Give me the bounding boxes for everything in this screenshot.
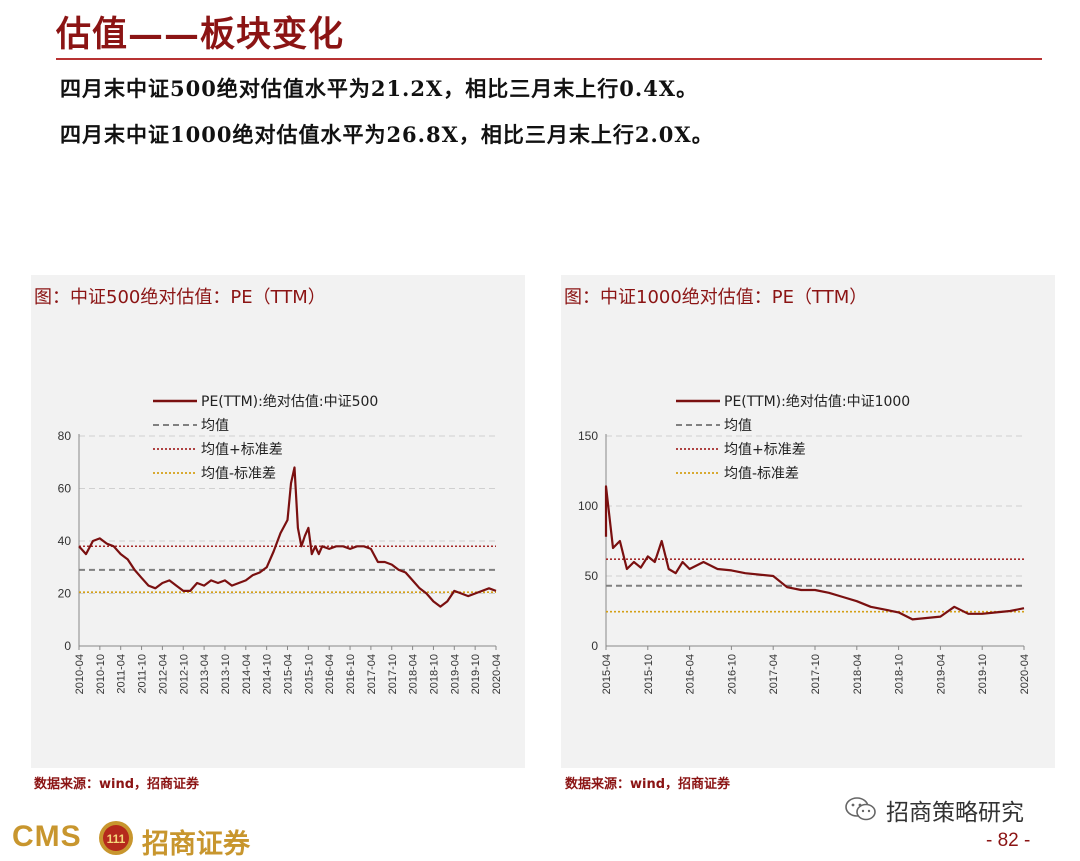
pe-series-line [604, 485, 1025, 621]
legend-label: 均值+标准差 [724, 442, 806, 458]
logo-badge-icon: 111 [99, 821, 133, 855]
x-tick-label: 2017-10 [387, 654, 399, 694]
x-tick-label: 2018-10 [428, 654, 440, 694]
legend-label: 均值 [201, 418, 229, 434]
x-tick-label: 2019-04 [935, 654, 947, 694]
page-title: 估值——板块变化 [56, 14, 345, 55]
x-tick-label: 2012-10 [178, 654, 190, 694]
page-number: - 82 - [986, 830, 1031, 851]
logo-text-en: CMS [12, 820, 82, 853]
x-tick-label: 2018-04 [408, 654, 420, 694]
wechat-icon [845, 797, 876, 821]
y-tick-label: 100 [578, 499, 598, 513]
legend-label: PE(TTM):绝对估值:中证1000 [724, 394, 910, 410]
logo-badge-glyph: 111 [107, 832, 126, 846]
x-tick-label: 2016-04 [324, 654, 336, 694]
chart-title-csi500: 图：中证500绝对估值：PE（TTM） [34, 287, 326, 308]
x-tick-label: 2018-10 [894, 654, 906, 694]
y-tick-label: 20 [58, 587, 72, 601]
data-source-left: 数据来源：wind，招商证券 [34, 777, 200, 792]
pe-series-line [78, 466, 497, 608]
title-rule [56, 58, 1042, 60]
chart-title-csi1000: 图：中证1000绝对估值：PE（TTM） [564, 287, 868, 308]
y-tick-label: 0 [64, 639, 71, 653]
data-source-right: 数据来源：wind，招商证券 [565, 777, 731, 792]
x-tick-label: 2020-04 [1019, 654, 1031, 694]
y-tick-label: 150 [578, 429, 598, 443]
y-tick-label: 40 [58, 534, 72, 548]
x-tick-label: 2016-10 [726, 654, 738, 694]
x-tick-label: 2015-04 [283, 654, 295, 694]
x-tick-label: 2013-04 [199, 654, 211, 694]
chart-csi1000: 0 50 100 150 2015-04 2015-10 2016-04 2016-10 201… [578, 394, 1031, 694]
x-tick-label: 2019-10 [977, 654, 989, 694]
x-tick-label: 2013-10 [220, 654, 232, 694]
x-tick-label: 2019-04 [449, 654, 461, 694]
x-tick-label: 2012-04 [157, 654, 169, 694]
x-tick-label: 2016-04 [685, 654, 697, 694]
x-tick-label: 2014-04 [241, 654, 253, 694]
legend-label: PE(TTM):绝对估值:中证500 [201, 394, 378, 410]
legend-label: 均值 [724, 418, 752, 434]
legend-label: 均值-标准差 [724, 466, 799, 482]
summary-line-1: 四月末中证500绝对估值水平为21.2X，相比三月末上行0.4X。 [60, 76, 699, 101]
y-tick-label: 50 [585, 569, 599, 583]
x-tick-label: 2020-04 [491, 654, 503, 694]
x-tick-label: 2015-10 [643, 654, 655, 694]
y-tick-label: 80 [58, 429, 72, 443]
x-tick-label: 2014-10 [262, 654, 274, 694]
summary-line-2: 四月末中证1000绝对估值水平为26.8X，相比三月末上行2.0X。 [60, 122, 714, 147]
legend-label: 均值+标准差 [201, 442, 283, 458]
x-tick-label: 2017-04 [768, 654, 780, 694]
x-tick-label: 2010-04 [74, 654, 86, 694]
x-tick-label: 2011-10 [137, 654, 149, 694]
y-tick-label: 60 [58, 482, 72, 496]
y-tick-label: 0 [591, 639, 598, 653]
x-tick-label: 2018-04 [852, 654, 864, 694]
x-tick-label: 2016-10 [345, 654, 357, 694]
x-tick-label: 2015-10 [303, 654, 315, 694]
chart-panel-csi500: 图：中证500绝对估值：PE（TTM） 0 20 40 60 80 2010-04 2010… [31, 275, 525, 768]
x-tick-label: 2010-10 [95, 654, 107, 694]
x-tick-label: 2019-10 [470, 654, 482, 694]
chart-csi500: 0 20 40 60 80 2010-04 2010-10 2011-04 2011-10 201… [58, 394, 503, 694]
legend-label: 均值-标准差 [201, 466, 276, 482]
x-tick-label: 2015-04 [601, 654, 613, 694]
chart-panel-csi1000: 图：中证1000绝对估值：PE（TTM） 0 50 100 150 2015-04 201… [561, 275, 1055, 768]
x-tick-label: 2011-04 [116, 654, 128, 694]
x-tick-label: 2017-10 [810, 654, 822, 694]
x-tick-label: 2017-04 [366, 654, 378, 694]
logo-text-cn: 招商证券 [142, 829, 250, 860]
wechat-label: 招商策略研究 [886, 800, 1024, 826]
